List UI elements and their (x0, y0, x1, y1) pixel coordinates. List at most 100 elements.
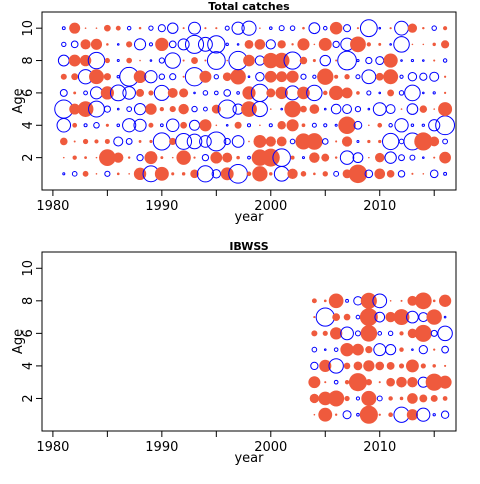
bubble-point (231, 135, 245, 148)
bubble-point (247, 155, 251, 160)
bubble-layer (54, 19, 456, 184)
bubble-point (244, 39, 254, 49)
bubble-point (432, 299, 436, 303)
bubble-point (73, 140, 76, 143)
bubble-point (348, 373, 368, 392)
bubble-point (308, 22, 321, 35)
bubble-point (399, 74, 404, 79)
bubble-point (70, 40, 79, 49)
bubble-point (312, 74, 317, 79)
x-axis-label: year (234, 210, 264, 225)
bubble-point (182, 27, 185, 30)
bubble-point (405, 359, 419, 373)
bubble-point (115, 25, 121, 31)
bubble-point (56, 118, 72, 133)
bubble-point (191, 105, 198, 113)
bubble-point (319, 54, 331, 67)
bubble-point (206, 51, 226, 70)
bubble-point (323, 348, 327, 351)
bubble-point (99, 149, 116, 166)
bubble-point (384, 151, 397, 164)
bubble-point (378, 26, 382, 30)
bubble-point (398, 154, 405, 162)
bubble-point (133, 70, 147, 84)
bubble-point (374, 311, 386, 323)
bubble-point (432, 91, 436, 95)
bubble-point (175, 133, 193, 150)
bubble-point (203, 106, 208, 112)
bubble-point (407, 376, 418, 388)
bubble-point (441, 40, 450, 49)
bubble-point (430, 329, 438, 337)
bubble-point (378, 42, 382, 46)
y-axis-label: Age (11, 88, 26, 113)
bubble-point (444, 75, 447, 78)
bubble-point (158, 57, 165, 64)
bubble-point (204, 27, 207, 30)
bubble-point (149, 59, 153, 62)
bubble-point (269, 108, 272, 110)
bubble-point (356, 58, 360, 63)
bubble-point (385, 344, 397, 356)
bubble-point (414, 132, 433, 151)
bubble-point (355, 396, 361, 401)
bubble-point (406, 310, 419, 324)
bubble-point (420, 363, 426, 369)
bubble-point (317, 68, 334, 85)
bubble-point (242, 86, 256, 100)
bubble-point (340, 326, 354, 341)
bubble-point (353, 361, 363, 371)
bubble-point (226, 59, 229, 62)
bubble-point (286, 70, 299, 83)
chart-title: Total catches (208, 0, 290, 13)
bubble-point (190, 169, 199, 179)
bubble-point (302, 26, 305, 30)
bubble-point (321, 138, 329, 145)
bubble-point (261, 148, 280, 167)
x-tick-label: 1980 (36, 199, 69, 214)
bubble-point (252, 166, 268, 182)
bubble-point (340, 342, 354, 357)
bubble-point (411, 172, 414, 175)
bubble-point (333, 347, 339, 352)
bubble-point (263, 52, 279, 69)
bubble-point (429, 71, 440, 82)
bubble-point (247, 75, 251, 79)
bubble-point (372, 102, 387, 116)
bubble-point (90, 38, 103, 50)
bubble-point (386, 361, 395, 370)
bubble-point (204, 59, 207, 62)
bubble-point (422, 173, 425, 175)
bubble-point (388, 412, 393, 418)
bubble-point (356, 27, 359, 30)
bubble-point (375, 56, 385, 66)
bubble-point (359, 308, 378, 327)
bubble-point (328, 293, 344, 309)
bubble-point (104, 57, 110, 64)
bubble-point (313, 316, 316, 319)
bubble-point (323, 123, 328, 128)
bubble-point (313, 413, 316, 416)
bubble-point (136, 88, 145, 97)
plot-frame (41, 11, 457, 191)
bubble-point (169, 106, 176, 113)
bubble-point (287, 168, 298, 179)
bubble-point (337, 50, 357, 71)
bubble-point (309, 152, 320, 163)
bubble-point (223, 89, 232, 97)
bubble-point (443, 91, 447, 95)
bubble-point (432, 42, 436, 47)
bubble-point (133, 102, 147, 116)
bubble-point (116, 107, 120, 111)
bubble-point (365, 379, 372, 386)
bubble-point (308, 376, 321, 389)
bubble-point (385, 311, 396, 323)
bubble-point (62, 156, 65, 159)
bubble-point (268, 26, 273, 30)
bubble-point (387, 330, 394, 337)
bubble-point (255, 71, 265, 82)
bubble-point (62, 172, 66, 176)
bubble-point (422, 26, 425, 30)
bubble-point (328, 390, 345, 407)
bubble-point (253, 135, 267, 148)
